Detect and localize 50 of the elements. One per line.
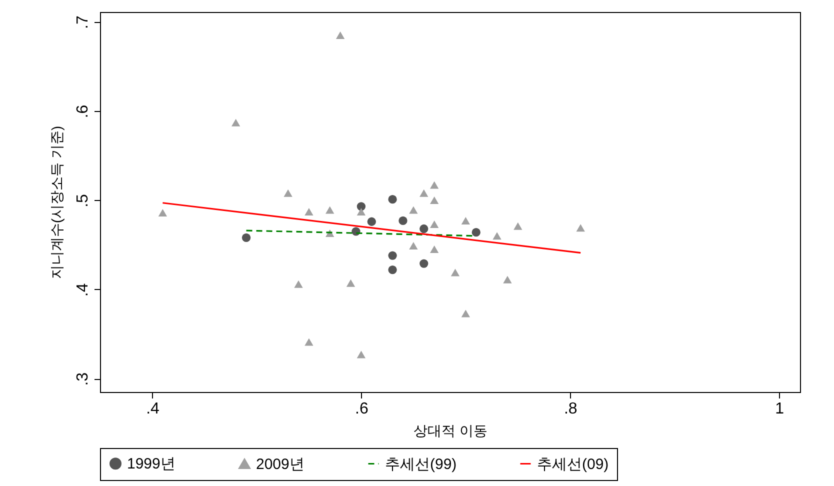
legend-label: 1999년 bbox=[127, 456, 176, 473]
point bbox=[388, 265, 397, 274]
y-axis-title: 지니계수(시장소득 기준) bbox=[48, 126, 64, 280]
point bbox=[503, 276, 512, 284]
point bbox=[242, 233, 251, 242]
point bbox=[492, 232, 502, 240]
x-axis-title: 상대적 이동 bbox=[414, 422, 488, 438]
point bbox=[420, 259, 428, 268]
point bbox=[461, 216, 470, 224]
point bbox=[356, 208, 366, 216]
x-tick-label: .8 bbox=[564, 400, 578, 418]
point bbox=[326, 206, 334, 214]
point bbox=[409, 242, 418, 250]
x-tick-label: .6 bbox=[355, 400, 368, 418]
point bbox=[461, 310, 470, 318]
y-tick-label: .3 bbox=[74, 372, 92, 386]
point bbox=[304, 338, 314, 346]
x-tick-label: 1 bbox=[775, 400, 784, 418]
point bbox=[430, 220, 439, 228]
y-tick-label: .4 bbox=[74, 283, 92, 297]
point bbox=[356, 350, 366, 358]
point bbox=[356, 202, 366, 211]
point bbox=[336, 31, 345, 39]
point bbox=[158, 208, 168, 216]
point bbox=[346, 279, 356, 287]
point bbox=[450, 268, 460, 276]
y-tick-label: .6 bbox=[74, 104, 92, 118]
point bbox=[430, 246, 439, 254]
point bbox=[231, 118, 240, 126]
legend-label: 추세선(99) bbox=[385, 456, 457, 473]
legend-label: 2009년 bbox=[256, 456, 304, 473]
y-tick-label: .5 bbox=[74, 194, 92, 208]
point bbox=[304, 208, 314, 216]
point bbox=[514, 222, 522, 230]
point bbox=[430, 196, 439, 204]
point bbox=[472, 228, 480, 237]
point bbox=[388, 251, 397, 260]
y-tick-label: .7 bbox=[74, 16, 92, 29]
x-tick-label: .4 bbox=[146, 400, 160, 418]
point bbox=[576, 224, 585, 232]
point bbox=[367, 217, 376, 226]
point bbox=[398, 216, 408, 226]
point bbox=[430, 181, 439, 189]
point bbox=[294, 280, 303, 288]
point bbox=[284, 189, 292, 197]
legend-label: 추세선(09) bbox=[537, 456, 609, 473]
point bbox=[409, 206, 418, 214]
point bbox=[420, 224, 428, 234]
point bbox=[388, 195, 397, 204]
point bbox=[420, 189, 428, 197]
